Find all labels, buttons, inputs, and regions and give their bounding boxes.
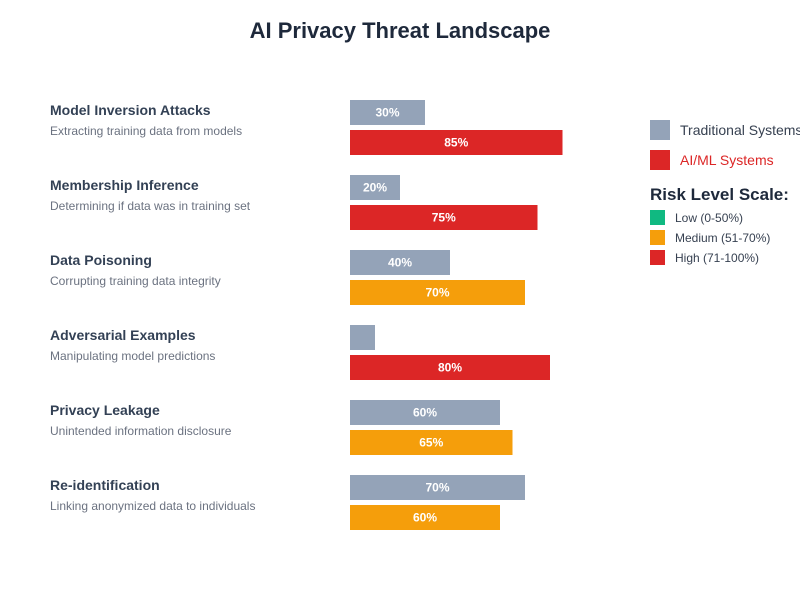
category-description: Corrupting training data integrity bbox=[50, 274, 221, 288]
bar-ai-ml-systems-adversarial-examples bbox=[350, 355, 550, 380]
bar-label-traditional-systems-model-inversion-attacks: 30% bbox=[375, 106, 399, 120]
bar-label-ai-ml-systems-privacy-leakage: 65% bbox=[419, 436, 443, 450]
risk-label-low: Low (0-50%) bbox=[675, 210, 744, 225]
legend-swatch-aiml bbox=[650, 150, 670, 170]
category-model-inversion-attacks: Model Inversion Attacks Extracting traini… bbox=[50, 102, 242, 138]
risk-scale-item-medium: Medium (51-70%) bbox=[650, 230, 770, 245]
bar-traditional-systems-re-identification bbox=[350, 475, 525, 500]
category-description: Extracting training data from models bbox=[50, 124, 243, 138]
risk-scale-item-low: Low (0-50%) bbox=[650, 210, 743, 225]
bar-traditional-systems-model-inversion-attacks bbox=[350, 100, 425, 125]
bar-ai-ml-systems-data-poisoning bbox=[350, 280, 525, 305]
bar-traditional-systems-data-poisoning bbox=[350, 250, 450, 275]
category-re-identification: Re-identification Linking anonymized data… bbox=[50, 477, 255, 513]
risk-scale-item-high: High (71-100%) bbox=[650, 250, 759, 265]
risk-label-medium: Medium (51-70%) bbox=[675, 230, 771, 245]
category-description: Unintended information disclosure bbox=[50, 424, 232, 438]
bar-label-ai-ml-systems-re-identification: 60% bbox=[413, 511, 437, 525]
bar-label-traditional-systems-privacy-leakage: 60% bbox=[413, 406, 437, 420]
category-name: Model Inversion Attacks bbox=[50, 102, 211, 118]
bar-traditional-systems-adversarial-examples bbox=[350, 325, 375, 350]
bar-ai-ml-systems-privacy-leakage bbox=[350, 430, 513, 455]
legend-label-aiml: AI/ML Systems bbox=[680, 152, 774, 168]
category-description: Linking anonymized data to individuals bbox=[50, 499, 256, 513]
bar-label-ai-ml-systems-model-inversion-attacks: 85% bbox=[444, 136, 468, 150]
legend-swatch-traditional bbox=[650, 120, 670, 140]
risk-scale-title: Risk Level Scale: bbox=[650, 185, 789, 204]
bar-ai-ml-systems-membership-inference bbox=[350, 205, 538, 230]
bar-label-ai-ml-systems-adversarial-examples: 80% bbox=[438, 361, 462, 375]
category-name: Data Poisoning bbox=[50, 252, 152, 268]
category-adversarial-examples: Adversarial Examples Manipulating model p… bbox=[50, 327, 215, 363]
bar-traditional-systems-membership-inference bbox=[350, 175, 400, 200]
bar-label-ai-ml-systems-membership-inference: 75% bbox=[432, 211, 456, 225]
bar-ai-ml-systems-model-inversion-attacks bbox=[350, 130, 563, 155]
bar-ai-ml-systems-re-identification bbox=[350, 505, 500, 530]
legend-label-traditional: Traditional Systems bbox=[680, 122, 800, 138]
risk-swatch-medium bbox=[650, 230, 665, 245]
category-description: Determining if data was in training set bbox=[50, 199, 251, 213]
category-data-poisoning: Data Poisoning Corrupting training data i… bbox=[50, 252, 221, 288]
bar-label-ai-ml-systems-data-poisoning: 70% bbox=[425, 286, 449, 300]
chart-title: AI Privacy Threat Landscape bbox=[249, 18, 551, 43]
category-privacy-leakage: Privacy Leakage Unintended information di… bbox=[50, 402, 231, 438]
category-membership-inference: Membership Inference Determining if data … bbox=[50, 177, 250, 213]
category-description: Manipulating model predictions bbox=[50, 349, 216, 363]
category-name: Re-identification bbox=[50, 477, 160, 493]
bar-label-traditional-systems-re-identification: 70% bbox=[425, 481, 449, 495]
bar-label-traditional-systems-membership-inference: 20% bbox=[363, 181, 387, 195]
risk-swatch-low bbox=[650, 210, 665, 225]
risk-label-high: High (71-100%) bbox=[675, 250, 760, 265]
category-name: Membership Inference bbox=[50, 177, 199, 193]
category-name: Adversarial Examples bbox=[50, 327, 196, 343]
risk-swatch-high bbox=[650, 250, 665, 265]
bar-traditional-systems-privacy-leakage bbox=[350, 400, 500, 425]
legend-item-traditional: Traditional Systems bbox=[650, 120, 800, 140]
category-name: Privacy Leakage bbox=[50, 402, 160, 418]
legend-item-aiml: AI/ML Systems bbox=[650, 150, 774, 170]
bar-label-traditional-systems-data-poisoning: 40% bbox=[388, 256, 412, 270]
